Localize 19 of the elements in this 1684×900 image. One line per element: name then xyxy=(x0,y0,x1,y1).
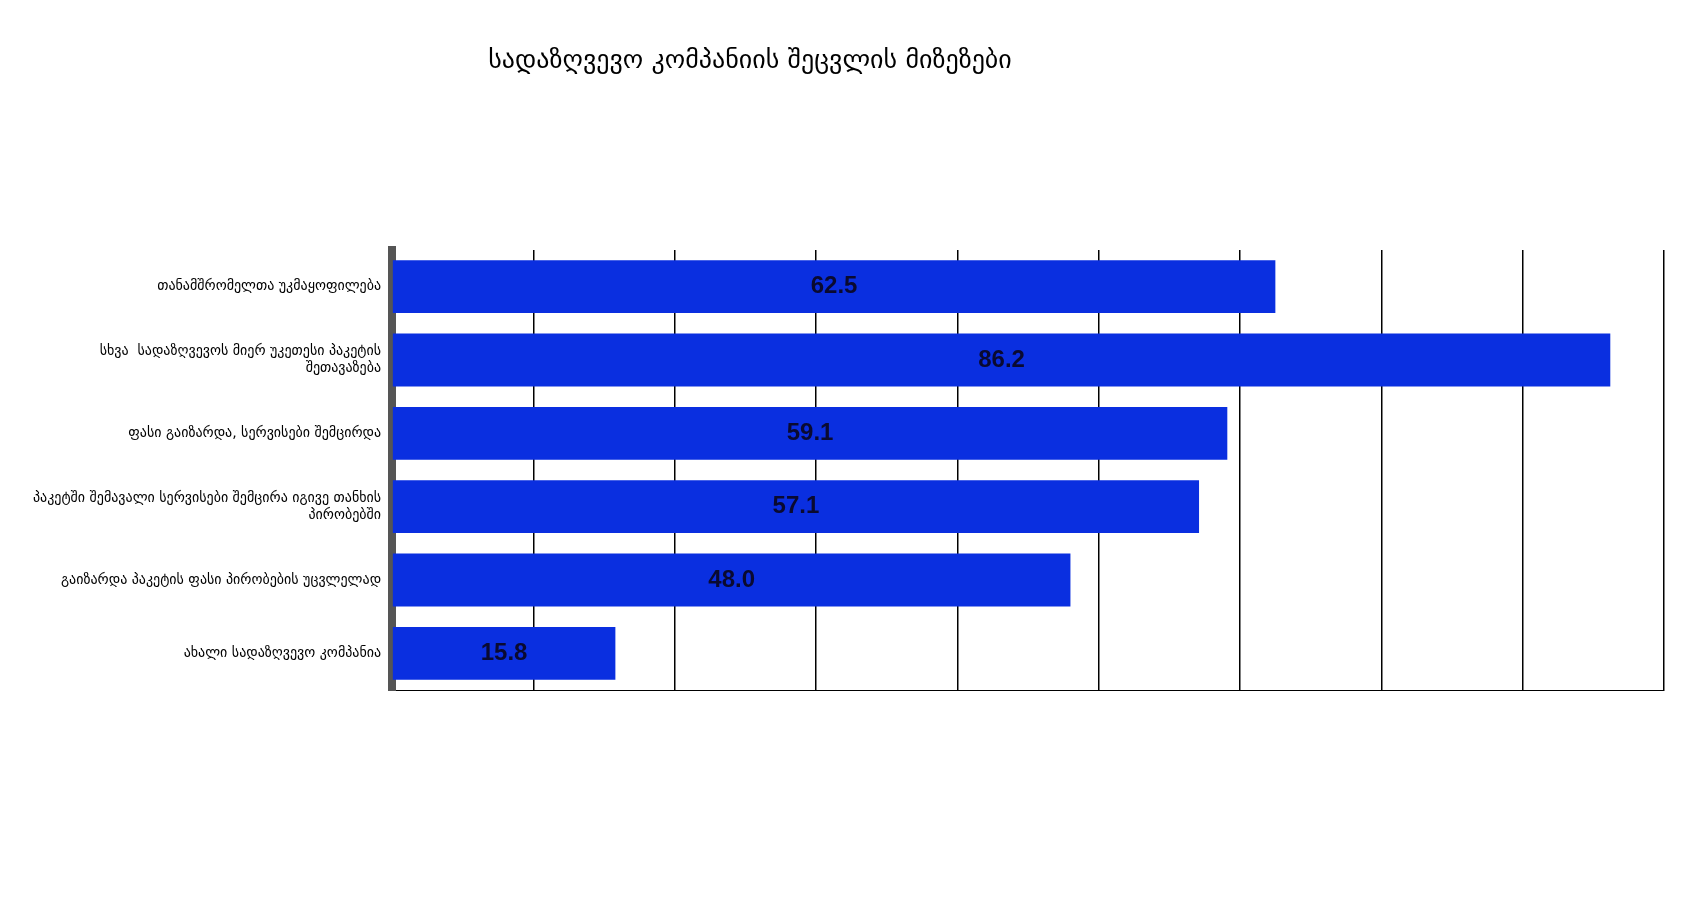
bar xyxy=(392,406,1228,460)
y-tick-label: გაიზარდა პაკეტის ფასი პირობების უცვლელად xyxy=(60,570,382,587)
bar xyxy=(392,260,1276,314)
bar xyxy=(392,553,1071,607)
y-tick-label: პაკეტში შემავალი სერვისები შემცირა იგივე თანხის პირობებში xyxy=(32,488,382,522)
data-label: 62.5 xyxy=(810,271,858,299)
data-label: 15.8 xyxy=(480,637,528,665)
y-tick-label: თანამშრომელთა უკმაყოფილება xyxy=(157,277,382,294)
data-label: 59.1 xyxy=(786,417,834,445)
y-tick-label: ფასი გაიზარდა, სერვისები შემცირდა xyxy=(128,423,382,440)
y-tick-label: ახალი სადაზღვევო კომპანია xyxy=(183,643,382,660)
bar xyxy=(392,480,1200,534)
data-label: 86.2 xyxy=(978,344,1025,372)
y-tick-label: სხვა სადაზღვევოს მიერ უკეთესი პაკეტის შეთავაზება xyxy=(99,342,382,376)
bar xyxy=(392,626,616,680)
bar xyxy=(392,333,1611,387)
data-label: 48.0 xyxy=(708,564,755,592)
chart-title: სადაზღვევო კომპანიის შეცვლის მიზეზები xyxy=(487,44,1013,74)
data-label: 57.1 xyxy=(772,491,820,519)
